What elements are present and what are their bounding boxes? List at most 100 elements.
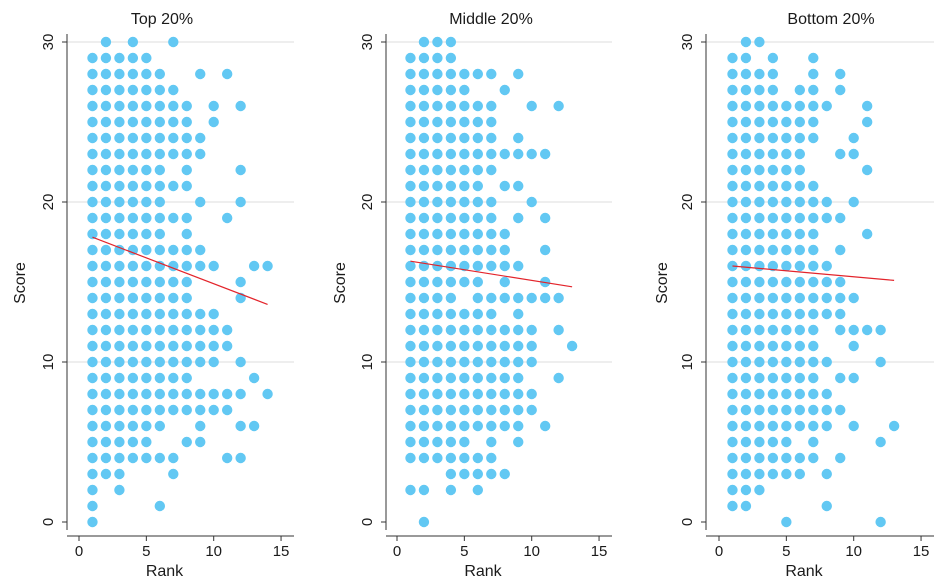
data-point: [499, 356, 510, 368]
data-point: [221, 324, 233, 336]
data-point: [754, 180, 765, 192]
data-point: [418, 52, 430, 64]
data-point: [727, 196, 738, 208]
data-point: [513, 404, 524, 416]
data-point: [808, 372, 819, 384]
data-point: [248, 372, 260, 384]
data-point: [740, 164, 752, 176]
data-point: [141, 244, 152, 256]
data-point: [553, 100, 564, 112]
data-point: [195, 260, 206, 272]
data-point: [221, 452, 233, 464]
data-point: [168, 356, 179, 368]
data-point: [87, 340, 98, 352]
data-point: [114, 100, 125, 112]
data-point: [794, 420, 806, 432]
data-point: [87, 324, 98, 336]
y-tick-label: 0: [679, 518, 696, 526]
data-point: [459, 196, 470, 208]
data-point: [154, 196, 166, 208]
data-point: [781, 404, 792, 416]
data-point: [141, 404, 152, 416]
data-point: [87, 260, 98, 272]
data-point: [754, 388, 765, 400]
data-point: [821, 196, 832, 208]
data-point: [127, 212, 139, 224]
data-point: [754, 484, 765, 496]
data-point: [432, 180, 443, 192]
data-point: [781, 420, 792, 432]
data-point: [405, 276, 416, 288]
data-point: [195, 436, 206, 448]
data-point: [459, 68, 470, 80]
data-point: [87, 468, 98, 480]
data-point: [767, 292, 779, 304]
data-point: [432, 276, 443, 288]
data-point: [767, 356, 779, 368]
data-point: [114, 404, 125, 416]
data-point: [740, 276, 752, 288]
data-point: [168, 100, 179, 112]
data-point: [181, 260, 192, 272]
data-point: [740, 372, 752, 384]
data-point: [767, 388, 779, 400]
data-point: [181, 292, 192, 304]
data-point: [154, 100, 166, 112]
data-point: [754, 468, 765, 480]
data-point: [486, 468, 497, 480]
data-point: [100, 116, 112, 128]
data-point: [781, 324, 792, 336]
data-point: [418, 116, 430, 128]
data-point: [566, 340, 578, 352]
data-point: [781, 436, 792, 448]
scatter-points: [727, 36, 900, 528]
data-point: [221, 212, 233, 224]
data-point: [472, 388, 484, 400]
x-tick-label: 15: [591, 543, 608, 560]
y-tick-label: 0: [359, 518, 376, 526]
scatter-points: [405, 36, 578, 528]
data-point: [499, 388, 510, 400]
data-point: [486, 436, 497, 448]
data-point: [808, 292, 819, 304]
data-point: [418, 276, 430, 288]
data-point: [100, 372, 112, 384]
data-point: [127, 52, 139, 64]
data-point: [418, 148, 430, 160]
data-point: [195, 68, 206, 80]
data-point: [445, 180, 457, 192]
data-point: [486, 116, 497, 128]
data-point: [781, 132, 792, 144]
data-point: [195, 356, 206, 368]
data-point: [87, 436, 98, 448]
data-point: [754, 196, 765, 208]
data-point: [168, 244, 179, 256]
data-point: [87, 244, 98, 256]
data-point: [821, 468, 832, 480]
data-point: [754, 308, 765, 320]
data-point: [821, 292, 832, 304]
data-point: [181, 436, 192, 448]
data-point: [794, 228, 806, 240]
data-point: [168, 116, 179, 128]
data-point: [767, 212, 779, 224]
data-point: [727, 212, 738, 224]
data-point: [794, 212, 806, 224]
y-axis-title: Score: [654, 262, 671, 304]
data-point: [740, 340, 752, 352]
data-point: [114, 84, 125, 96]
data-point: [114, 372, 125, 384]
y-axis-title: Score: [332, 262, 349, 304]
data-point: [248, 420, 260, 432]
data-point: [87, 292, 98, 304]
data-point: [405, 356, 416, 368]
data-point: [127, 436, 139, 448]
data-point: [767, 308, 779, 320]
data-point: [87, 228, 98, 240]
data-point: [835, 324, 846, 336]
data-point: [87, 164, 98, 176]
data-point: [767, 148, 779, 160]
data-point: [127, 116, 139, 128]
data-point: [486, 244, 497, 256]
